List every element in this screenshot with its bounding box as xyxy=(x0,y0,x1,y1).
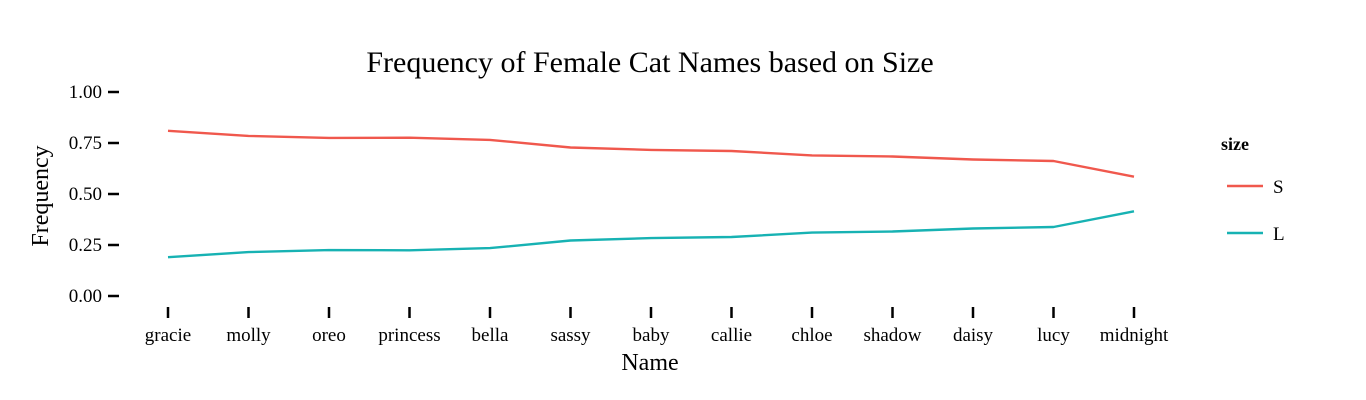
x-tick-label: chloe xyxy=(791,325,832,346)
legend-label-S: S xyxy=(1273,177,1284,198)
y-tick-label: 1.00 xyxy=(69,82,102,103)
series-line-S xyxy=(167,129,1135,178)
x-tick-label: gracie xyxy=(145,325,191,346)
y-tick-label: 0.50 xyxy=(69,184,102,205)
y-axis-title: Frequency xyxy=(28,145,54,246)
chart-title: Frequency of Female Cat Names based on S… xyxy=(366,46,933,79)
x-tick-label: princess xyxy=(378,325,440,346)
x-tick-label: lucy xyxy=(1037,325,1070,346)
x-axis-title: Name xyxy=(621,350,678,376)
x-tick-label: oreo xyxy=(312,325,346,346)
x-tick-label: callie xyxy=(711,325,752,346)
series-layer xyxy=(167,129,1135,259)
y-tick-label: 0.75 xyxy=(69,133,102,154)
x-tick-label: molly xyxy=(226,325,271,346)
y-tick-label: 0.00 xyxy=(69,286,102,307)
x-tick-label: shadow xyxy=(863,325,921,346)
legend-label-L: L xyxy=(1273,224,1285,245)
legend: size S L xyxy=(1221,134,1285,245)
x-tick-label: sassy xyxy=(550,325,591,346)
y-tick-label: 0.25 xyxy=(69,235,102,256)
x-tick-label: midnight xyxy=(1100,325,1169,346)
x-tick-label: bella xyxy=(472,325,509,346)
y-axis: 0.00 0.25 0.50 0.75 1.00 xyxy=(69,82,119,307)
legend-title: size xyxy=(1221,134,1249,154)
series-line-L xyxy=(167,210,1135,259)
x-axis: gracie molly oreo princess bella sassy baby cal… xyxy=(145,307,1169,346)
x-tick-label: daisy xyxy=(953,325,994,346)
x-tick-label: baby xyxy=(633,325,670,346)
